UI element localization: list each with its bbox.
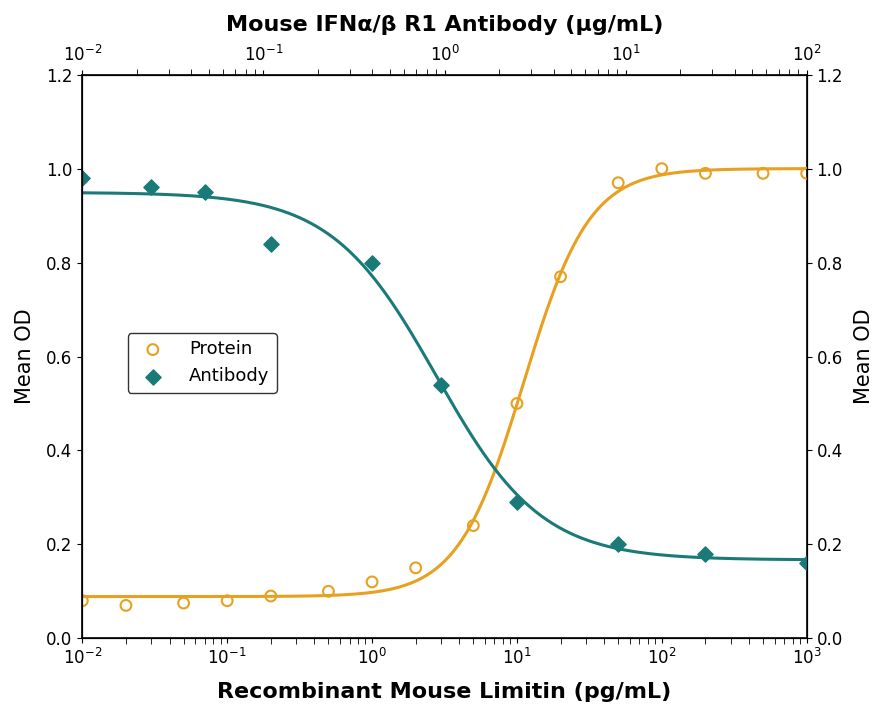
Protein [509,398,524,409]
Antibody [799,557,813,569]
Antibody [509,496,524,508]
Protein [119,599,133,611]
Protein [409,562,423,574]
Y-axis label: Mean OD: Mean OD [15,309,35,404]
Protein [365,576,380,588]
Antibody [197,186,212,198]
Protein [76,595,90,607]
Y-axis label: Mean OD: Mean OD [854,309,874,404]
Antibody [144,181,158,193]
Protein [220,595,235,607]
Protein [799,168,813,179]
Antibody [264,238,278,250]
Antibody [434,379,448,391]
Protein [698,168,712,179]
Protein [611,177,625,189]
Protein [654,163,669,174]
Antibody [76,172,90,184]
Protein [756,168,770,179]
Antibody [698,548,712,559]
X-axis label: Recombinant Mouse Limitin (pg/mL): Recombinant Mouse Limitin (pg/mL) [218,682,671,702]
Protein [466,520,480,531]
Protein [264,590,278,602]
Legend: Protein, Antibody: Protein, Antibody [128,333,276,393]
Antibody [365,257,380,268]
Protein [554,271,568,282]
Antibody [611,538,625,550]
X-axis label: Mouse IFNα/β R1 Antibody (μg/mL): Mouse IFNα/β R1 Antibody (μg/mL) [226,15,663,35]
Protein [321,586,335,597]
Protein [177,597,191,609]
